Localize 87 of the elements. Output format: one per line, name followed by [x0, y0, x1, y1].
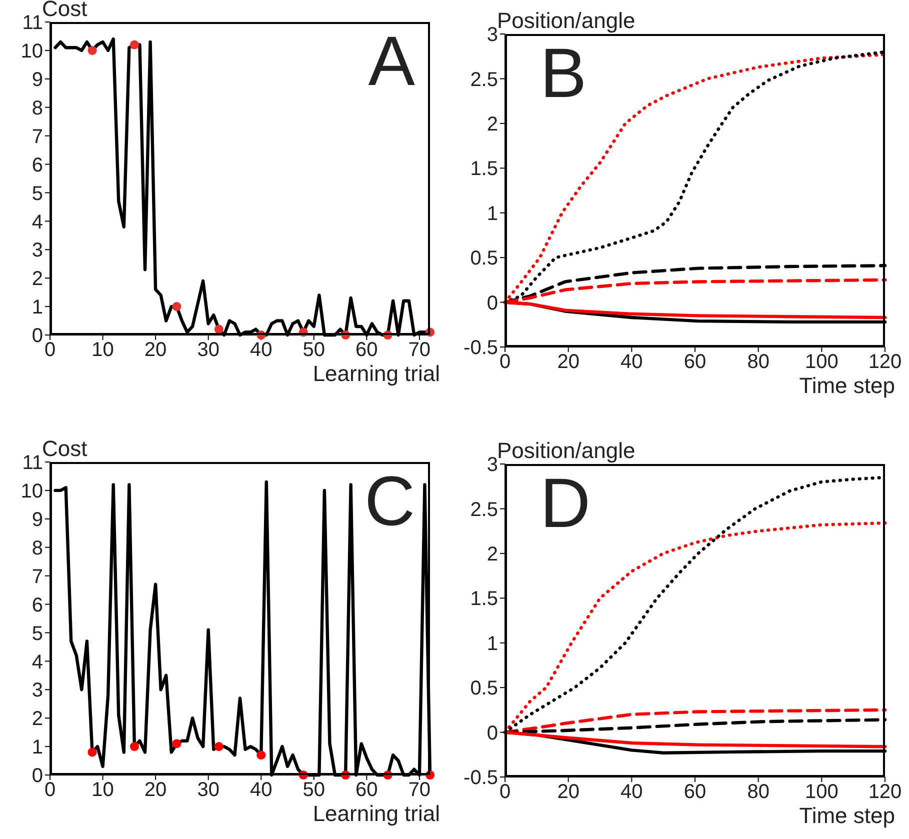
x-tick-label: 20: [557, 351, 580, 374]
x-tick-label: 50: [302, 339, 326, 362]
point: [256, 750, 266, 760]
x-tick-label: 100: [804, 351, 838, 374]
y-tick-label: 2: [32, 268, 43, 290]
x-tick-label: 20: [557, 781, 580, 804]
y-tick-label: 3: [486, 24, 498, 46]
y-tick-label: 2: [486, 114, 498, 136]
x-tick-label: 60: [356, 779, 378, 802]
y-tick-label: 1: [32, 296, 43, 319]
y-tick-label: 11: [22, 12, 43, 34]
point: [214, 742, 224, 752]
x-tick-label: 40: [250, 779, 272, 802]
y-tick-label: 0: [32, 765, 43, 788]
y-axis-title: Cost: [42, 436, 88, 462]
x-tick-label: 10: [92, 779, 114, 802]
point: [172, 739, 182, 748]
x-tick-label: 60: [356, 339, 378, 362]
x-axis-title: Time step: [799, 373, 895, 399]
annotation: C: [364, 462, 415, 540]
x-axis-title: Learning trial: [312, 801, 440, 827]
y-tick-label: 0.5: [470, 678, 498, 700]
x-tick-label: 70: [408, 339, 431, 362]
point: [130, 40, 139, 50]
y-tick-label: -0.5: [464, 767, 498, 790]
y-tick-label: 7: [32, 566, 43, 588]
x-tick-label: 30: [197, 779, 220, 802]
x-tick-label: 70: [408, 779, 431, 802]
y-axis-title: Position/angle: [497, 438, 636, 463]
y-tick-label: 5: [32, 622, 43, 645]
x-tick-label: 20: [144, 779, 167, 802]
y-tick-label: 4: [32, 651, 43, 674]
x-axis-title: Time step: [799, 803, 895, 829]
y-tick-label: 4: [32, 211, 43, 234]
y-tick-label: 0: [486, 292, 498, 314]
y-tick-label: 8: [32, 537, 43, 560]
x-tick-label: 120: [868, 351, 902, 374]
x-tick-label: 80: [747, 781, 770, 804]
y-tick-label: 3: [32, 240, 43, 262]
y-tick-label: -0.5: [464, 337, 498, 360]
y-tick-label: 2: [486, 544, 498, 566]
x-tick-label: 40: [620, 351, 643, 374]
y-tick-label: 1: [486, 202, 498, 225]
x-tick-label: 50: [302, 779, 326, 802]
x-tick-label: 20: [144, 339, 167, 362]
y-tick-label: 9: [32, 509, 43, 532]
point: [214, 324, 224, 334]
y-tick-label: 6: [32, 154, 43, 176]
y-tick-label: 1: [486, 632, 498, 655]
y-tick-label: 3: [32, 680, 43, 702]
y-tick-label: 1.5: [470, 588, 498, 610]
y-tick-label: 1.5: [470, 158, 498, 180]
x-tick-label: 100: [804, 781, 838, 804]
y-tick-label: 3: [486, 454, 498, 476]
y-tick-label: 0: [486, 722, 498, 744]
point: [88, 46, 97, 55]
y-axis-title: Cost: [42, 0, 88, 22]
point: [172, 302, 182, 312]
point: [88, 748, 97, 757]
y-tick-label: 7: [32, 126, 43, 148]
x-tick-label: 10: [92, 339, 114, 362]
y-tick-label: 11: [22, 452, 43, 474]
annotation: D: [540, 464, 591, 542]
y-axis-title: Position/angle: [497, 8, 636, 33]
y-tick-label: 1: [32, 736, 43, 759]
x-tick-label: 80: [747, 351, 770, 374]
y-tick-label: 2: [32, 708, 43, 730]
y-tick-label: 2.5: [470, 68, 498, 91]
x-axis-title: Learning trial: [312, 361, 440, 387]
y-tick-label: 0.5: [470, 248, 498, 270]
x-tick-label: 30: [197, 339, 220, 362]
y-tick-label: 2.5: [470, 498, 498, 521]
point: [130, 742, 139, 752]
y-tick-label: 9: [32, 69, 43, 92]
y-tick-label: 10: [20, 480, 43, 503]
x-tick-label: 40: [250, 339, 272, 362]
x-tick-label: 60: [684, 781, 706, 804]
x-tick-label: 60: [684, 351, 706, 374]
y-tick-label: 10: [20, 40, 43, 63]
annotation: B: [540, 34, 587, 112]
x-tick-label: 40: [620, 781, 643, 804]
y-tick-label: 6: [32, 594, 43, 616]
x-tick-label: 120: [868, 781, 902, 804]
y-tick-label: 5: [32, 182, 43, 205]
y-tick-label: 8: [32, 97, 43, 120]
annotation: A: [368, 22, 415, 100]
y-tick-label: 0: [32, 325, 43, 348]
